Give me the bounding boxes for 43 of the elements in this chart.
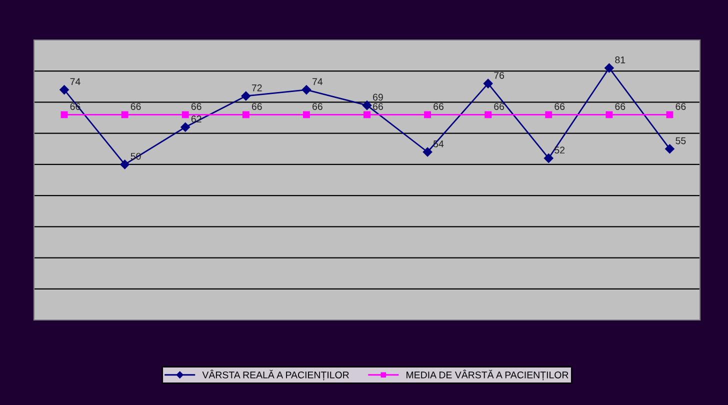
point	[241, 91, 251, 101]
point	[484, 111, 492, 118]
point	[544, 154, 554, 163]
data-label: 66	[130, 103, 141, 110]
point	[424, 111, 432, 118]
point	[422, 147, 432, 157]
data-label: 66	[312, 103, 322, 110]
point	[60, 85, 69, 94]
data-label: 62	[191, 116, 202, 122]
data-label: 66	[434, 103, 444, 110]
data-label: 55	[676, 137, 686, 144]
legend-label: MEDIA DE VÂRSTĂ A PACIENȚILOR	[406, 370, 568, 380]
data-label: 66	[252, 103, 262, 110]
data-label: 66	[373, 103, 383, 110]
data-label: 74	[312, 78, 323, 85]
data-label: 76	[494, 72, 504, 79]
point	[120, 160, 130, 170]
point	[666, 111, 674, 118]
data-label: 66	[494, 103, 504, 110]
point	[182, 111, 189, 118]
data-label: 66	[554, 103, 565, 110]
point	[364, 111, 370, 118]
legend-label: VÂRSTA REALĂ A PACIENȚILOR	[202, 370, 349, 380]
point	[545, 111, 552, 118]
data-label: 72	[252, 84, 262, 92]
data-label: 69	[373, 94, 383, 101]
point	[180, 122, 190, 132]
point	[604, 63, 614, 73]
point	[606, 111, 613, 118]
data-label: 66	[191, 103, 202, 110]
point	[242, 111, 250, 118]
point	[60, 111, 68, 118]
point	[121, 111, 128, 118]
data-label: 74	[70, 78, 80, 85]
data-label: 81	[615, 56, 626, 64]
point	[665, 144, 674, 154]
data-label: 66	[676, 103, 686, 110]
data-label: 66	[615, 103, 626, 110]
point	[483, 78, 493, 88]
point	[302, 85, 312, 94]
point	[362, 100, 372, 110]
data-label: 52	[554, 146, 565, 154]
point	[302, 111, 310, 118]
